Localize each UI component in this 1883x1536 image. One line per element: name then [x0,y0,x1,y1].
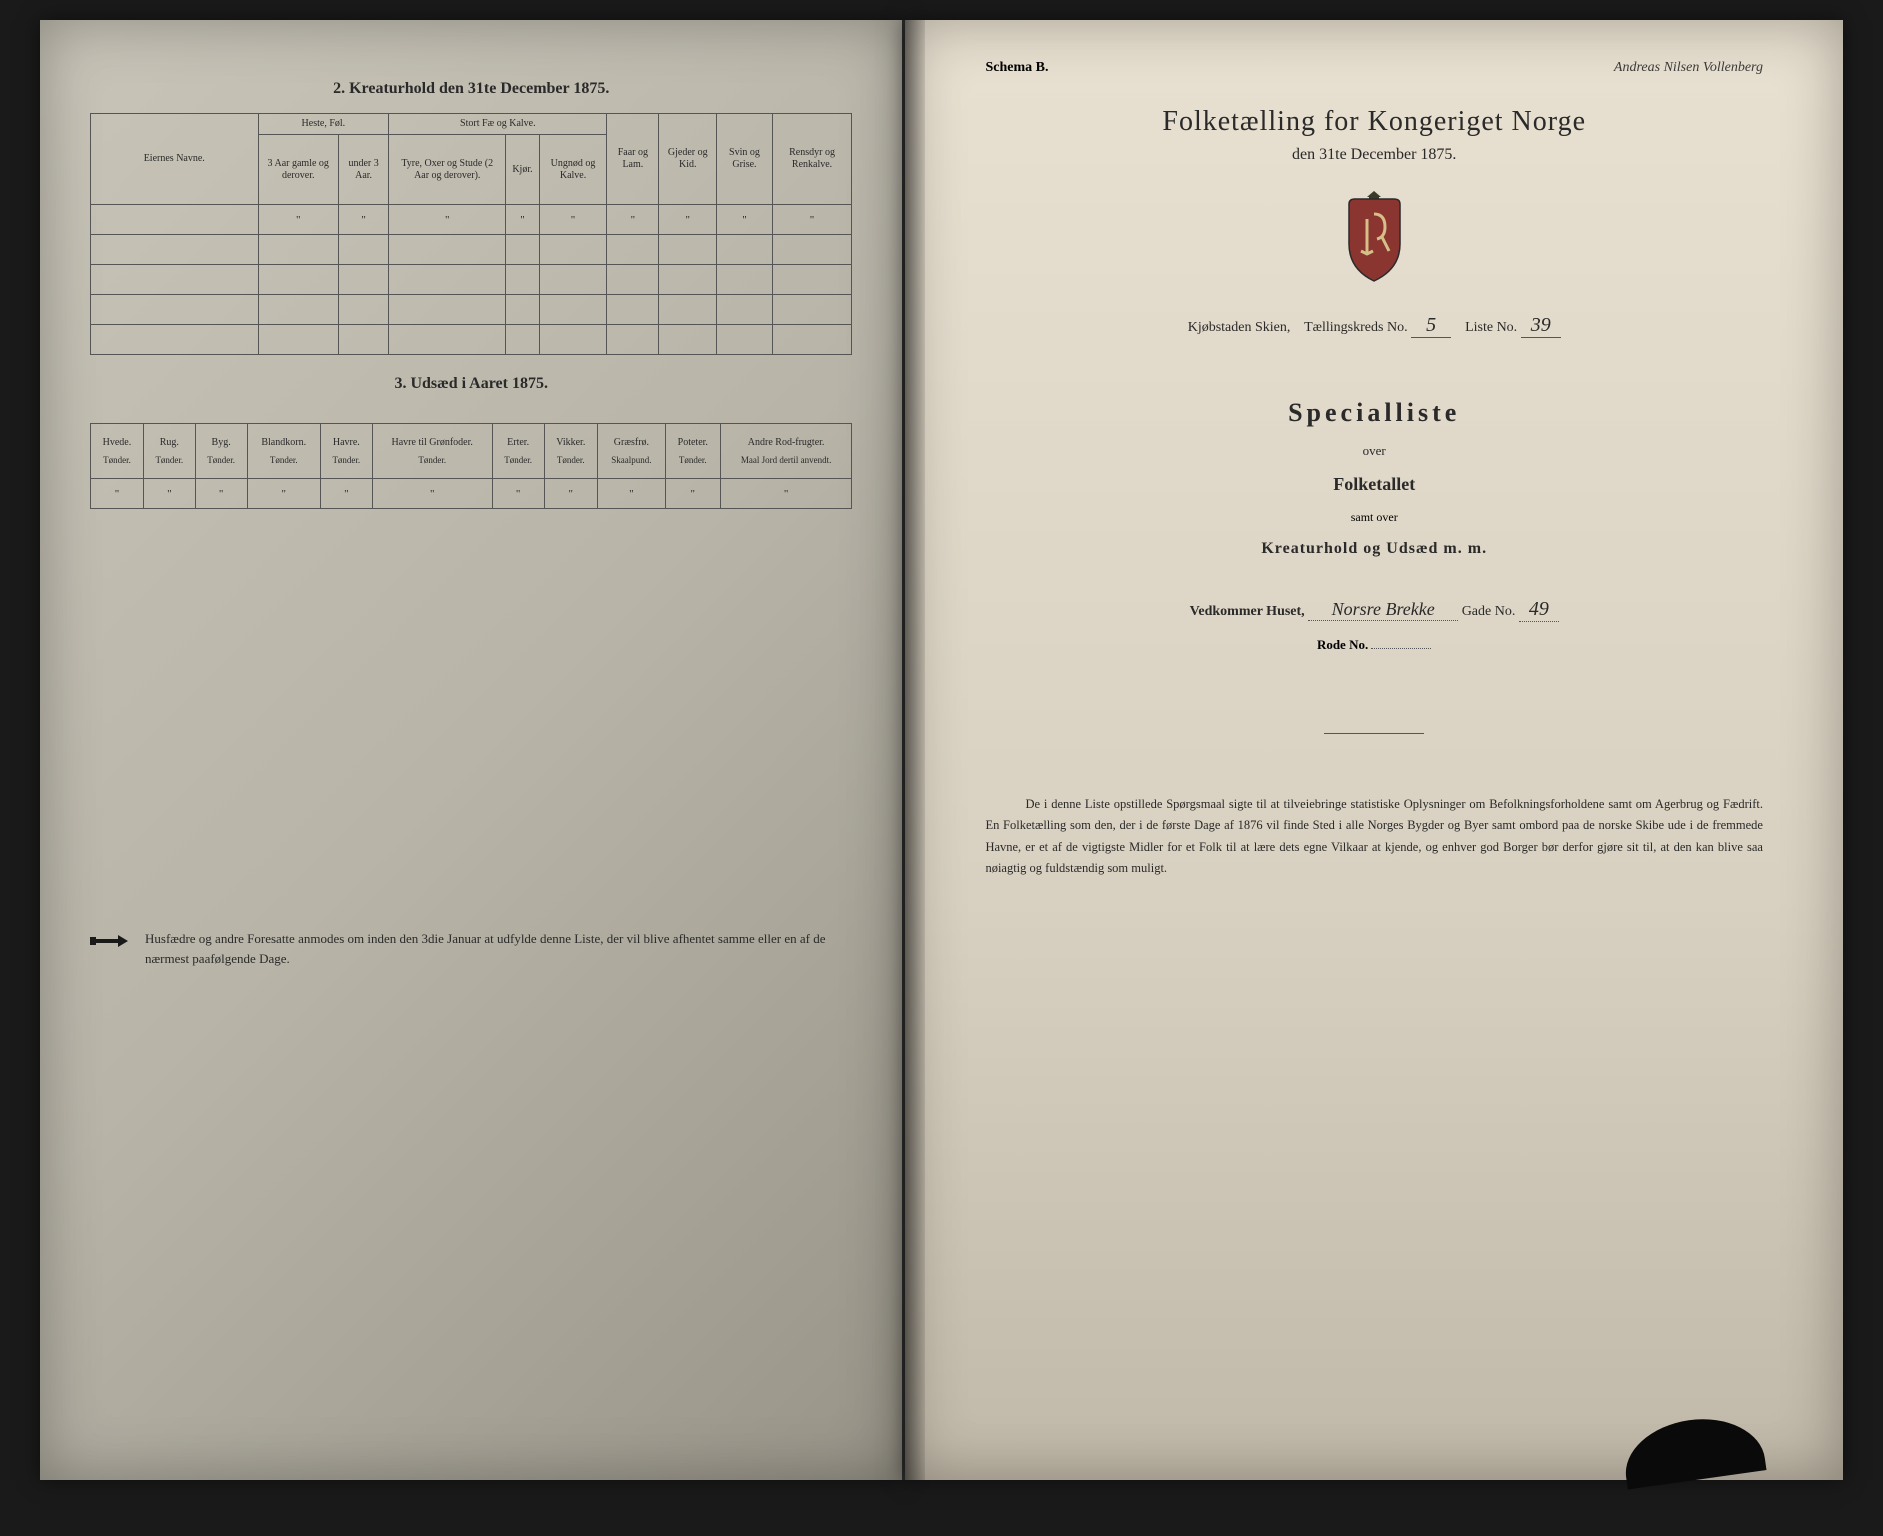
seed-table: Hvede.Tønder.Rug.Tønder.Byg.Tønder.Bland… [90,423,852,509]
footer-text: Husfædre og andre Foresatte anmodes om i… [145,929,852,968]
seed-col-header: Byg.Tønder. [195,424,247,479]
kreatur-label: Kreaturhold og Udsæd m. m. [985,540,1763,558]
census-book: 2. Kreaturhold den 31te December 1875. E… [40,20,1843,1480]
table-row [91,265,852,295]
seed-col-header: Græsfrø.Skaalpund. [598,424,666,479]
samt-label: samt over [985,510,1763,525]
sub-cattle3: Ungnød og Kalve. [539,135,607,205]
main-title: Folketælling for Kongeriget Norge [985,106,1763,138]
seed-col-header: Erter.Tønder. [492,424,544,479]
coat-of-arms [985,189,1763,284]
seed-cell: " [372,479,492,509]
section2-title: 2. Kreaturhold den 31te December 1875. [90,80,852,98]
right-page: Schema B. Andreas Nilsen Vollenberg Folk… [905,20,1843,1480]
book-spine [905,20,925,1480]
bottom-paragraph: De i denne Liste opstillede Spørgsmaal s… [985,794,1763,879]
vedkommer-line: Vedkommer Huset, Norsre Brekke Gade No. … [985,598,1763,622]
left-page: 2. Kreaturhold den 31te December 1875. E… [40,20,905,1480]
seed-cell: " [665,479,720,509]
seed-cell: " [91,479,144,509]
rode-label: Rode No. [1317,637,1368,652]
seed-col-header: Vikker.Tønder. [544,424,598,479]
table-row [91,325,852,355]
divider [1324,733,1424,734]
sub-cattle1: Tyre, Oxer og Stude (2 Aar og derover). [389,135,506,205]
seed-cell: " [492,479,544,509]
footer-note: Husfædre og andre Foresatte anmodes om i… [90,929,852,968]
seed-col-header: Andre Rod-frugter.Maal Jord dertil anven… [720,424,852,479]
col-sheep: Faar og Lam. [607,114,659,205]
kreds-label: Tællingskreds No. [1304,320,1407,335]
sub-date: den 31te December 1875. [985,146,1763,164]
seed-col-header: Hvede.Tønder. [91,424,144,479]
table-row [91,295,852,325]
section3-title: 3. Udsæd i Aaret 1875. [90,375,852,393]
col-pig: Svin og Grise. [717,114,772,205]
sub-cattle2: Kjør. [506,135,539,205]
gade-value: 49 [1519,598,1559,622]
liste-label: Liste No. [1465,320,1517,335]
table-row [91,235,852,265]
col-reindeer: Rensdyr og Renkalve. [772,114,852,205]
seed-cell: " [247,479,320,509]
seed-cell: " [320,479,372,509]
city-label: Kjøbstaden Skien, [1188,320,1291,335]
meta-line: Kjøbstaden Skien, Tællingskreds No. 5 Li… [985,314,1763,338]
livestock-table: Eiernes Navne. Heste, Føl. Stort Fæ og K… [90,113,852,355]
grp-horses: Heste, Føl. [258,114,389,135]
seed-cell: " [143,479,195,509]
seed-col-header: Havre til Grønfoder.Tønder. [372,424,492,479]
vedkommer-label: Vedkommer Huset, [1190,604,1305,619]
schema-label: Schema B. [985,60,1048,76]
seed-cell: " [195,479,247,509]
seed-col-header: Rug.Tønder. [143,424,195,479]
sub-horse1: 3 Aar gamle og derover. [258,135,338,205]
table-row: """"""""""" [91,479,852,509]
folketallet-label: Folketallet [985,474,1763,495]
sub-horse2: under 3 Aar. [338,135,388,205]
table-row: """"""""" [91,205,852,235]
seed-col-header: Havre.Tønder. [320,424,372,479]
rode-line: Rode No. [985,637,1763,653]
seed-col-header: Poteter.Tønder. [665,424,720,479]
liste-value: 39 [1521,314,1561,338]
specialliste-title: Specialliste [985,398,1763,428]
house-value: Norsre Brekke [1308,599,1458,621]
grp-cattle: Stort Fæ og Kalve. [389,114,607,135]
col-owner: Eiernes Navne. [91,114,259,205]
seed-cell: " [598,479,666,509]
seed-cell: " [720,479,852,509]
kreds-value: 5 [1411,314,1451,338]
col-goat: Gjeder og Kid. [659,114,717,205]
seed-cell: " [544,479,598,509]
over-label: over [985,443,1763,459]
gade-label: Gade No. [1462,604,1516,619]
seed-col-header: Blandkorn.Tønder. [247,424,320,479]
signature: Andreas Nilsen Vollenberg [1614,60,1763,76]
pointing-hand-icon [90,929,130,954]
black-object [1619,1411,1766,1490]
